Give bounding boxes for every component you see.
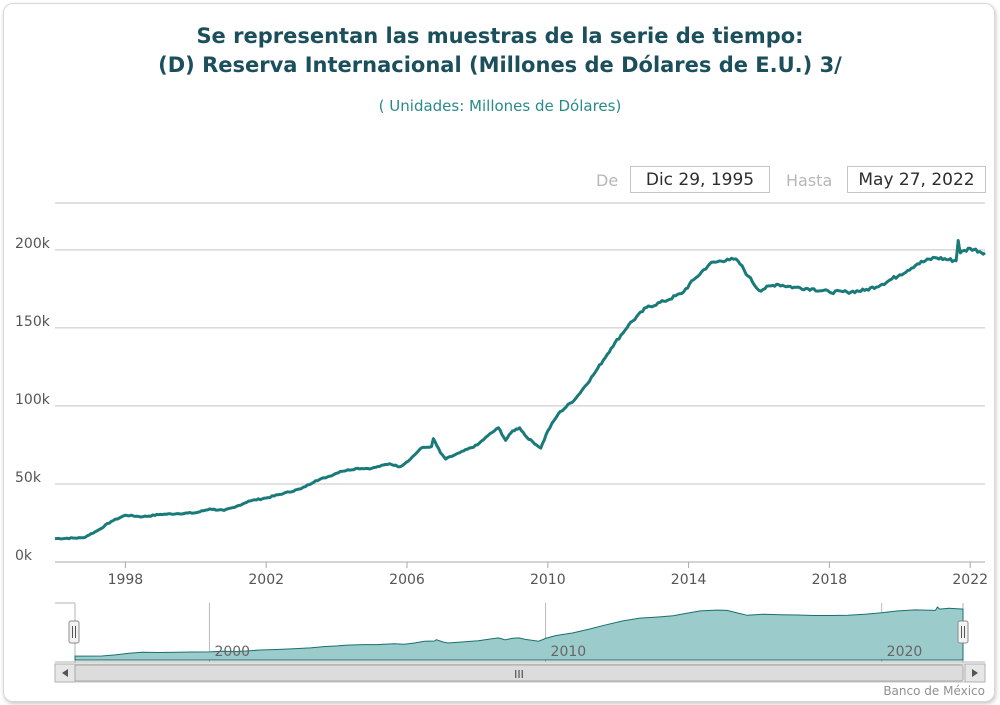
- range-to-label: Hasta: [786, 171, 833, 190]
- x-tick-label: 1998: [108, 572, 144, 588]
- arrow-right-icon: [972, 669, 978, 677]
- navigator-x-ticks: 2000 2010 2020: [214, 644, 922, 660]
- x-tick-label: 2010: [530, 572, 566, 588]
- chart-title-line2: (D) Reserva Internacional (Millones de D…: [158, 53, 842, 77]
- arrow-left-icon: [62, 669, 68, 677]
- scroll-right-button[interactable]: [964, 663, 986, 683]
- y-tick-label: 50k: [15, 470, 42, 486]
- navigator-x-label: 2010: [551, 644, 587, 660]
- scrollbar-grip: III: [514, 668, 524, 681]
- x-tick-label: 2006: [389, 572, 425, 588]
- chart-title: Se representan las muestras de la serie …: [196, 24, 804, 48]
- range-from-label: De: [596, 171, 619, 190]
- range-to-input[interactable]: May 27, 2022: [847, 166, 986, 193]
- grid-lines: [55, 202, 985, 563]
- range-from-input[interactable]: Dic 29, 1995: [630, 166, 770, 193]
- y-tick-label: 0k: [15, 548, 33, 564]
- navigator-x-label: 2000: [214, 644, 250, 660]
- scrollbar-thumb[interactable]: [74, 664, 964, 682]
- chart-subtitle: ( Unidades: Millones de Dólares): [378, 97, 622, 115]
- navigator-x-label: 2020: [887, 644, 923, 660]
- chart-frame: [3, 3, 995, 702]
- navigator-series-area: [74, 606, 964, 661]
- x-tick-label: 2022: [952, 572, 988, 588]
- series-line: [54, 239, 986, 541]
- navigator-handle-left[interactable]: [68, 620, 80, 644]
- x-axis-ticks: 1998 2002 2006 2010 2014 2018 2022: [108, 562, 988, 588]
- y-axis-ticks: 0k 50k 100k 150k 200k: [15, 236, 51, 564]
- x-tick-label: 2002: [248, 572, 284, 588]
- x-tick-label: 2018: [812, 572, 848, 588]
- y-tick-label: 100k: [15, 392, 51, 408]
- y-tick-label: 150k: [15, 314, 51, 330]
- scroll-left-button[interactable]: [54, 663, 76, 683]
- credits-link[interactable]: Banco de México: [883, 684, 985, 698]
- y-tick-label: 200k: [15, 236, 51, 252]
- x-tick-label: 2014: [671, 572, 707, 588]
- navigator-handle-right[interactable]: [957, 620, 969, 644]
